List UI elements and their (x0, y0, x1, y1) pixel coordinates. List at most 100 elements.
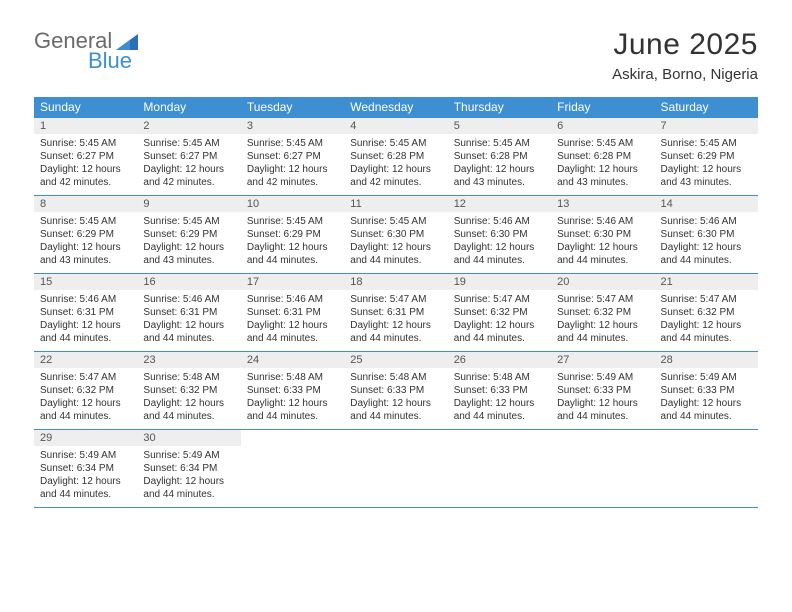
sunrise-text: Sunrise: 5:46 AM (661, 215, 752, 228)
day-details: Sunrise: 5:45 AMSunset: 6:27 PMDaylight:… (34, 134, 137, 191)
daylight-text-1: Daylight: 12 hours (40, 163, 131, 176)
day-cell: 5Sunrise: 5:45 AMSunset: 6:28 PMDaylight… (448, 118, 551, 195)
daylight-text-1: Daylight: 12 hours (40, 319, 131, 332)
daylight-text-2: and 44 minutes. (661, 332, 752, 345)
sunrise-text: Sunrise: 5:49 AM (40, 449, 131, 462)
sunrise-text: Sunrise: 5:45 AM (557, 137, 648, 150)
day-cell: 22Sunrise: 5:47 AMSunset: 6:32 PMDayligh… (34, 352, 137, 429)
day-number: 1 (34, 118, 137, 134)
day-number: 9 (137, 196, 240, 212)
daylight-text-2: and 44 minutes. (247, 410, 338, 423)
day-cell: 17Sunrise: 5:46 AMSunset: 6:31 PMDayligh… (241, 274, 344, 351)
daylight-text-2: and 44 minutes. (557, 254, 648, 267)
daylight-text-2: and 42 minutes. (143, 176, 234, 189)
header: General Blue June 2025 Askira, Borno, Ni… (0, 0, 792, 89)
daylight-text-2: and 44 minutes. (143, 410, 234, 423)
day-cell: 3Sunrise: 5:45 AMSunset: 6:27 PMDaylight… (241, 118, 344, 195)
day-details: Sunrise: 5:46 AMSunset: 6:31 PMDaylight:… (137, 290, 240, 347)
daylight-text-2: and 42 minutes. (350, 176, 441, 189)
sunrise-text: Sunrise: 5:45 AM (40, 137, 131, 150)
daylight-text-1: Daylight: 12 hours (454, 319, 545, 332)
sunrise-text: Sunrise: 5:48 AM (143, 371, 234, 384)
week-row: 22Sunrise: 5:47 AMSunset: 6:32 PMDayligh… (34, 352, 758, 430)
sunrise-text: Sunrise: 5:45 AM (247, 215, 338, 228)
daylight-text-1: Daylight: 12 hours (454, 397, 545, 410)
daylight-text-1: Daylight: 12 hours (350, 163, 441, 176)
day-details: Sunrise: 5:45 AMSunset: 6:27 PMDaylight:… (241, 134, 344, 191)
day-cell: 23 Sunrise: 5:48 AMSunset: 6:32 PMDayligh… (137, 352, 240, 429)
day-cell: 30Sunrise: 5:49 AMSunset: 6:34 PMDayligh… (137, 430, 240, 507)
daylight-text-2: and 44 minutes. (661, 410, 752, 423)
sunrise-text: Sunrise: 5:45 AM (143, 137, 234, 150)
daylight-text-2: and 44 minutes. (557, 410, 648, 423)
daylight-text-2: and 43 minutes. (454, 176, 545, 189)
day-number: 14 (655, 196, 758, 212)
day-number: 29 (34, 430, 137, 446)
day-number: 23 (137, 352, 240, 368)
sunset-text: Sunset: 6:28 PM (557, 150, 648, 163)
daylight-text-1: Daylight: 12 hours (454, 163, 545, 176)
sunset-text: Sunset: 6:29 PM (661, 150, 752, 163)
daylight-text-2: and 44 minutes. (40, 332, 131, 345)
day-details: Sunrise: 5:45 AMSunset: 6:29 PMDaylight:… (34, 212, 137, 269)
sunrise-text: Sunrise: 5:47 AM (350, 293, 441, 306)
daylight-text-2: and 43 minutes. (557, 176, 648, 189)
daylight-text-1: Daylight: 12 hours (143, 397, 234, 410)
day-details: Sunrise: 5:46 AMSunset: 6:31 PMDaylight:… (241, 290, 344, 347)
day-cell: 18Sunrise: 5:47 AMSunset: 6:31 PMDayligh… (344, 274, 447, 351)
weekday-sunday: Sunday (34, 97, 137, 118)
day-details: Sunrise: 5:48 AMSunset: 6:33 PMDaylight:… (448, 368, 551, 425)
day-details: Sunrise: 5:45 AMSunset: 6:28 PMDaylight:… (448, 134, 551, 191)
daylight-text-2: and 42 minutes. (247, 176, 338, 189)
day-cell: 26Sunrise: 5:48 AMSunset: 6:33 PMDayligh… (448, 352, 551, 429)
day-details: Sunrise: 5:45 AMSunset: 6:28 PMDaylight:… (344, 134, 447, 191)
day-details: Sunrise: 5:48 AMSunset: 6:33 PMDaylight:… (241, 368, 344, 425)
day-cell: 14Sunrise: 5:46 AMSunset: 6:30 PMDayligh… (655, 196, 758, 273)
day-number: 2 (137, 118, 240, 134)
daylight-text-1: Daylight: 12 hours (350, 397, 441, 410)
sunset-text: Sunset: 6:32 PM (454, 306, 545, 319)
day-details: Sunrise: 5:46 AMSunset: 6:30 PMDaylight:… (655, 212, 758, 269)
daylight-text-1: Daylight: 12 hours (557, 241, 648, 254)
sunrise-text: Sunrise: 5:45 AM (247, 137, 338, 150)
sunset-text: Sunset: 6:33 PM (557, 384, 648, 397)
daylight-text-2: and 44 minutes. (350, 254, 441, 267)
calendar-grid: 1Sunrise: 5:45 AMSunset: 6:27 PMDaylight… (34, 118, 758, 508)
daylight-text-2: and 44 minutes. (454, 254, 545, 267)
daylight-text-1: Daylight: 12 hours (40, 241, 131, 254)
daylight-text-2: and 44 minutes. (350, 410, 441, 423)
daylight-text-1: Daylight: 12 hours (557, 397, 648, 410)
day-number: 10 (241, 196, 344, 212)
sunset-text: Sunset: 6:29 PM (247, 228, 338, 241)
daylight-text-2: and 44 minutes. (557, 332, 648, 345)
daylight-text-1: Daylight: 12 hours (40, 475, 131, 488)
daylight-text-2: and 44 minutes. (350, 332, 441, 345)
daylight-text-1: Daylight: 12 hours (557, 319, 648, 332)
sunset-text: Sunset: 6:30 PM (557, 228, 648, 241)
sunset-text: Sunset: 6:34 PM (143, 462, 234, 475)
daylight-text-2: and 44 minutes. (40, 488, 131, 501)
sunset-text: Sunset: 6:30 PM (454, 228, 545, 241)
sunrise-text: Sunrise: 5:47 AM (661, 293, 752, 306)
day-number: 11 (344, 196, 447, 212)
sunset-text: Sunset: 6:27 PM (247, 150, 338, 163)
daylight-text-1: Daylight: 12 hours (454, 241, 545, 254)
daylight-text-2: and 44 minutes. (454, 410, 545, 423)
day-cell: 16Sunrise: 5:46 AMSunset: 6:31 PMDayligh… (137, 274, 240, 351)
day-details: Sunrise: 5:49 AMSunset: 6:34 PMDaylight:… (137, 446, 240, 503)
day-cell (551, 430, 654, 507)
daylight-text-1: Daylight: 12 hours (557, 163, 648, 176)
sunset-text: Sunset: 6:28 PM (454, 150, 545, 163)
sunset-text: Sunset: 6:31 PM (350, 306, 441, 319)
sunset-text: Sunset: 6:32 PM (143, 384, 234, 397)
day-cell (448, 430, 551, 507)
sunset-text: Sunset: 6:33 PM (661, 384, 752, 397)
sunrise-text: Sunrise: 5:47 AM (40, 371, 131, 384)
daylight-text-1: Daylight: 12 hours (143, 163, 234, 176)
sunset-text: Sunset: 6:30 PM (350, 228, 441, 241)
day-details: Sunrise: 5:45 AMSunset: 6:27 PMDaylight:… (137, 134, 240, 191)
weekday-header-row: Sunday Monday Tuesday Wednesday Thursday… (34, 97, 758, 118)
day-details: Sunrise: 5:46 AMSunset: 6:30 PMDaylight:… (448, 212, 551, 269)
sunrise-text: Sunrise: 5:46 AM (143, 293, 234, 306)
sunrise-text: Sunrise: 5:45 AM (454, 137, 545, 150)
